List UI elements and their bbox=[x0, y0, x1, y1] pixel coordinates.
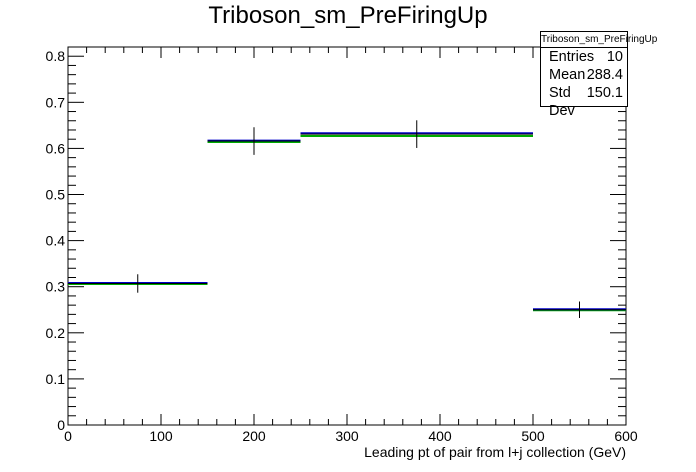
stats-row-stddev: Std Dev 150.1 bbox=[541, 84, 627, 120]
x-tick-label: 200 bbox=[242, 428, 266, 444]
stats-row-mean: Mean 288.4 bbox=[541, 66, 627, 84]
x-tick-label: 0 bbox=[64, 428, 72, 444]
x-tick-label: 300 bbox=[335, 428, 359, 444]
stats-row-entries: Entries 10 bbox=[541, 48, 627, 66]
y-tick-label: 0.8 bbox=[46, 48, 66, 64]
y-tick-label: 0.1 bbox=[46, 371, 66, 387]
x-axis-label: Leading pt of pair from l+j collection (… bbox=[364, 444, 626, 460]
stats-value: 150.1 bbox=[586, 85, 623, 101]
y-tick-label: 0 bbox=[57, 417, 65, 433]
x-tick-label: 500 bbox=[521, 428, 545, 444]
stats-header: Triboson_sm_PreFiringUp bbox=[541, 32, 657, 48]
stats-label: Mean bbox=[549, 67, 586, 83]
chart-title: Triboson_sm_PreFiringUp bbox=[208, 2, 488, 29]
y-tick-label: 0.3 bbox=[46, 279, 66, 295]
y-tick-label: 0.5 bbox=[46, 187, 66, 203]
stats-value: 288.4 bbox=[586, 67, 623, 83]
x-tick-label: 400 bbox=[428, 428, 452, 444]
x-tick-label: 100 bbox=[149, 428, 173, 444]
stats-label: Entries bbox=[549, 49, 595, 65]
stats-value: 10 bbox=[606, 49, 623, 65]
y-tick-label: 0.7 bbox=[46, 94, 66, 110]
stats-label: Std Dev bbox=[549, 85, 575, 119]
histogram-bins bbox=[68, 120, 626, 319]
y-tick-label: 0.6 bbox=[46, 140, 66, 156]
y-tick-label: 0.4 bbox=[46, 233, 66, 249]
x-tick-label: 600 bbox=[614, 428, 638, 444]
y-tick-label: 0.2 bbox=[46, 325, 66, 341]
stats-box: Triboson_sm_PreFiringUp Entries 10 Mean … bbox=[540, 31, 657, 119]
axis-ticks: 0 100 200 300 400 500 600 0 0.1 0.2 0.3 0.4 0.5 0.6 0.… bbox=[46, 47, 638, 444]
